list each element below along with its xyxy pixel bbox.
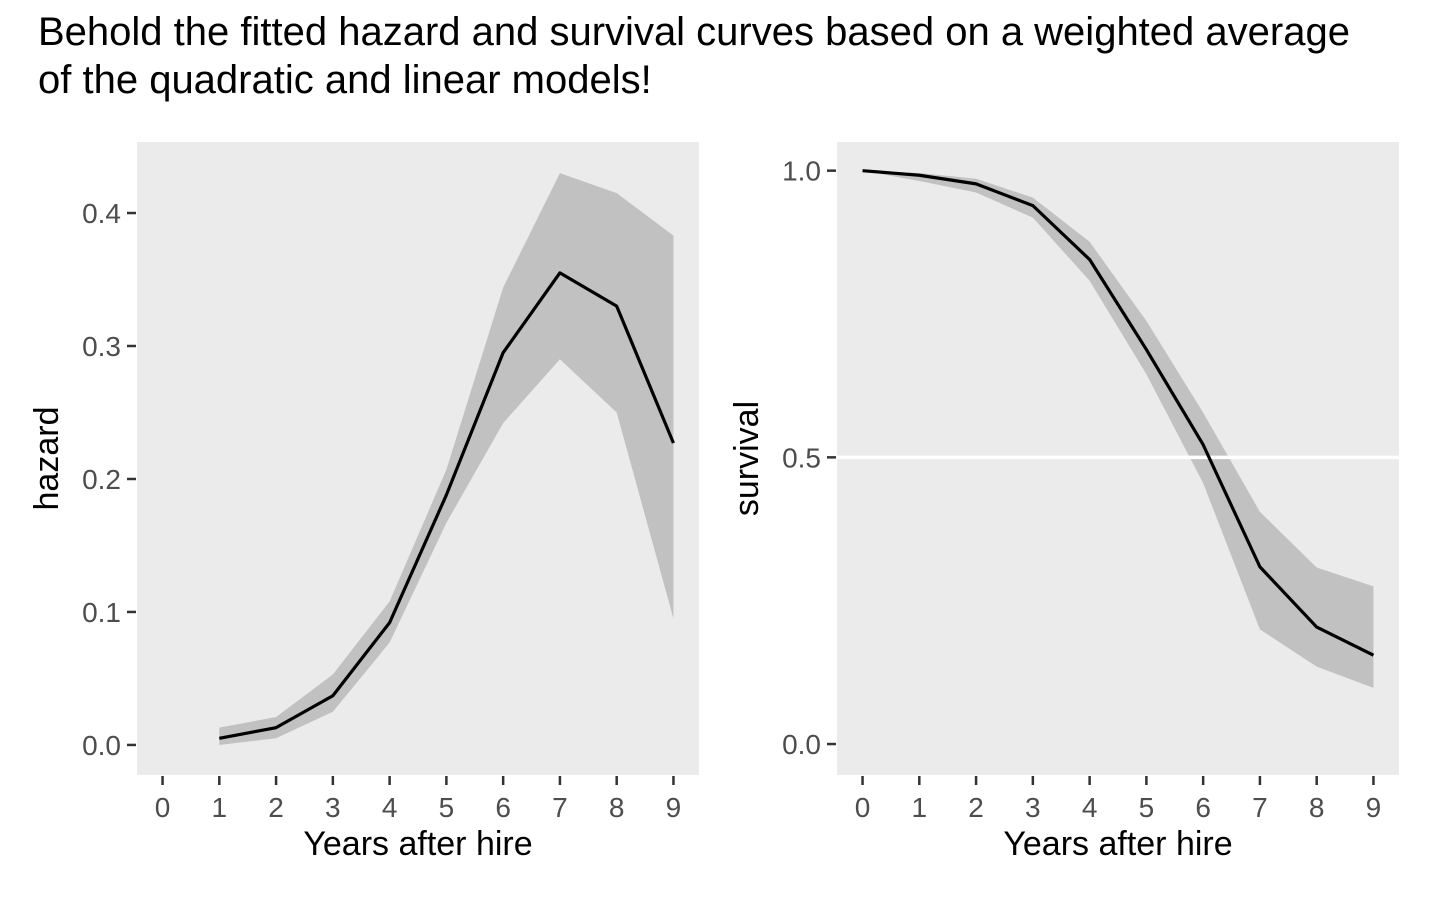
hazard-y-tick-label: 0.0: [82, 730, 121, 761]
hazard-x-tick-label: 4: [382, 792, 398, 823]
hazard-confidence-ribbon: [219, 173, 674, 745]
survival-x-tick-label: 8: [1309, 792, 1325, 823]
survival-x-tick-label: 7: [1252, 792, 1268, 823]
survival-x-tick-label: 1: [912, 792, 928, 823]
hazard-y-axis-title: hazard: [28, 407, 66, 511]
survival-x-tick-label: 6: [1195, 792, 1211, 823]
hazard-x-tick-label: 7: [552, 792, 568, 823]
hazard-x-axis-title: Years after hire: [303, 825, 532, 863]
hazard-x-tick-label: 8: [609, 792, 625, 823]
survival-y-axis-title: survival: [728, 401, 766, 516]
survival-y-tick-label: 0.0: [782, 729, 821, 760]
survival-confidence-ribbon: [862, 170, 1374, 688]
hazard-x-tick-label: 9: [666, 792, 682, 823]
hazard-y-tick-label: 0.4: [82, 198, 121, 229]
survival-fitted-line: [862, 169, 1375, 657]
survival-x-tick-label: 4: [1082, 792, 1098, 823]
hazard-x-tick-label: 5: [439, 792, 455, 823]
figure-title: Behold the fitted hazard and survival cu…: [38, 10, 1350, 102]
hazard-x-tick-label: 1: [212, 792, 228, 823]
survival-x-tick-label: 9: [1366, 792, 1382, 823]
hazard-y-tick-label: 0.2: [82, 464, 121, 495]
hazard-x-tick-label: 3: [325, 792, 341, 823]
survival-x-tick-label: 5: [1139, 792, 1155, 823]
hazard-fitted-line: [219, 271, 675, 740]
survival-x-axis-title: Years after hire: [1003, 825, 1232, 863]
survival-y-tick-label: 1.0: [782, 156, 821, 187]
survival-x-tick-label: 2: [968, 792, 984, 823]
hazard-x-tick-label: 6: [495, 792, 511, 823]
survival-y-tick-label: 0.5: [782, 442, 821, 473]
survival-x-tick-label: 3: [1025, 792, 1041, 823]
survival-x-tick-label: 0: [855, 792, 871, 823]
hazard-x-tick-label: 2: [268, 792, 284, 823]
hazard-x-tick-label: 0: [155, 792, 171, 823]
hazard-y-tick-label: 0.3: [82, 331, 121, 362]
hazard-y-tick-label: 0.1: [82, 597, 121, 628]
